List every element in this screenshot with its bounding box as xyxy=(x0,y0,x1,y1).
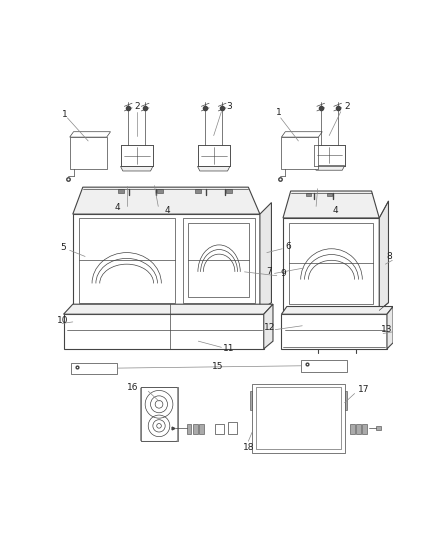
Text: 6: 6 xyxy=(286,242,291,251)
Text: 16: 16 xyxy=(127,383,138,392)
Polygon shape xyxy=(120,166,153,171)
Polygon shape xyxy=(157,189,163,193)
Text: 8: 8 xyxy=(387,252,392,261)
Polygon shape xyxy=(264,304,273,349)
Polygon shape xyxy=(73,187,260,214)
Polygon shape xyxy=(226,189,232,193)
Polygon shape xyxy=(70,132,110,137)
Polygon shape xyxy=(71,363,117,374)
Polygon shape xyxy=(198,145,230,166)
Polygon shape xyxy=(282,314,387,349)
Polygon shape xyxy=(193,424,198,433)
Polygon shape xyxy=(250,391,252,410)
Polygon shape xyxy=(379,201,389,310)
Text: 18: 18 xyxy=(243,443,254,452)
Polygon shape xyxy=(306,192,311,196)
Polygon shape xyxy=(215,424,224,433)
Text: 12: 12 xyxy=(264,323,276,332)
Polygon shape xyxy=(120,145,153,166)
Polygon shape xyxy=(301,360,347,372)
Polygon shape xyxy=(64,314,264,349)
Polygon shape xyxy=(64,304,273,314)
Text: 2: 2 xyxy=(134,102,140,111)
Polygon shape xyxy=(70,137,107,169)
Polygon shape xyxy=(350,424,355,433)
Text: 1: 1 xyxy=(276,108,282,117)
Polygon shape xyxy=(73,214,260,310)
Polygon shape xyxy=(283,191,379,218)
Polygon shape xyxy=(79,218,175,303)
Polygon shape xyxy=(282,137,318,169)
Text: 4: 4 xyxy=(332,206,338,215)
Polygon shape xyxy=(356,424,361,433)
Polygon shape xyxy=(187,424,191,433)
Polygon shape xyxy=(252,384,345,453)
Text: 15: 15 xyxy=(212,362,223,371)
Polygon shape xyxy=(289,223,373,304)
Polygon shape xyxy=(387,306,393,349)
Text: 3: 3 xyxy=(226,102,232,111)
Text: 11: 11 xyxy=(223,344,235,353)
Text: 10: 10 xyxy=(57,316,69,325)
Polygon shape xyxy=(260,203,272,310)
Polygon shape xyxy=(282,306,393,314)
Polygon shape xyxy=(327,192,332,196)
Polygon shape xyxy=(195,189,201,193)
Polygon shape xyxy=(282,132,322,137)
Text: 2: 2 xyxy=(344,102,350,111)
Polygon shape xyxy=(314,145,345,166)
Text: 13: 13 xyxy=(381,325,392,334)
Polygon shape xyxy=(228,422,237,433)
Text: 17: 17 xyxy=(358,385,370,394)
Polygon shape xyxy=(188,223,249,297)
Polygon shape xyxy=(362,424,367,433)
Polygon shape xyxy=(198,166,230,171)
Text: 1: 1 xyxy=(62,109,68,118)
Polygon shape xyxy=(345,391,347,410)
Polygon shape xyxy=(141,387,177,441)
Polygon shape xyxy=(314,166,345,170)
Polygon shape xyxy=(118,189,124,193)
Polygon shape xyxy=(376,426,381,431)
Polygon shape xyxy=(256,387,341,449)
Polygon shape xyxy=(283,218,379,310)
Text: 9: 9 xyxy=(280,269,286,278)
Polygon shape xyxy=(199,424,204,433)
Text: 5: 5 xyxy=(61,243,67,252)
Text: 4: 4 xyxy=(115,204,120,213)
Polygon shape xyxy=(183,218,254,303)
Text: 7: 7 xyxy=(266,268,272,276)
Text: 4: 4 xyxy=(165,206,170,215)
